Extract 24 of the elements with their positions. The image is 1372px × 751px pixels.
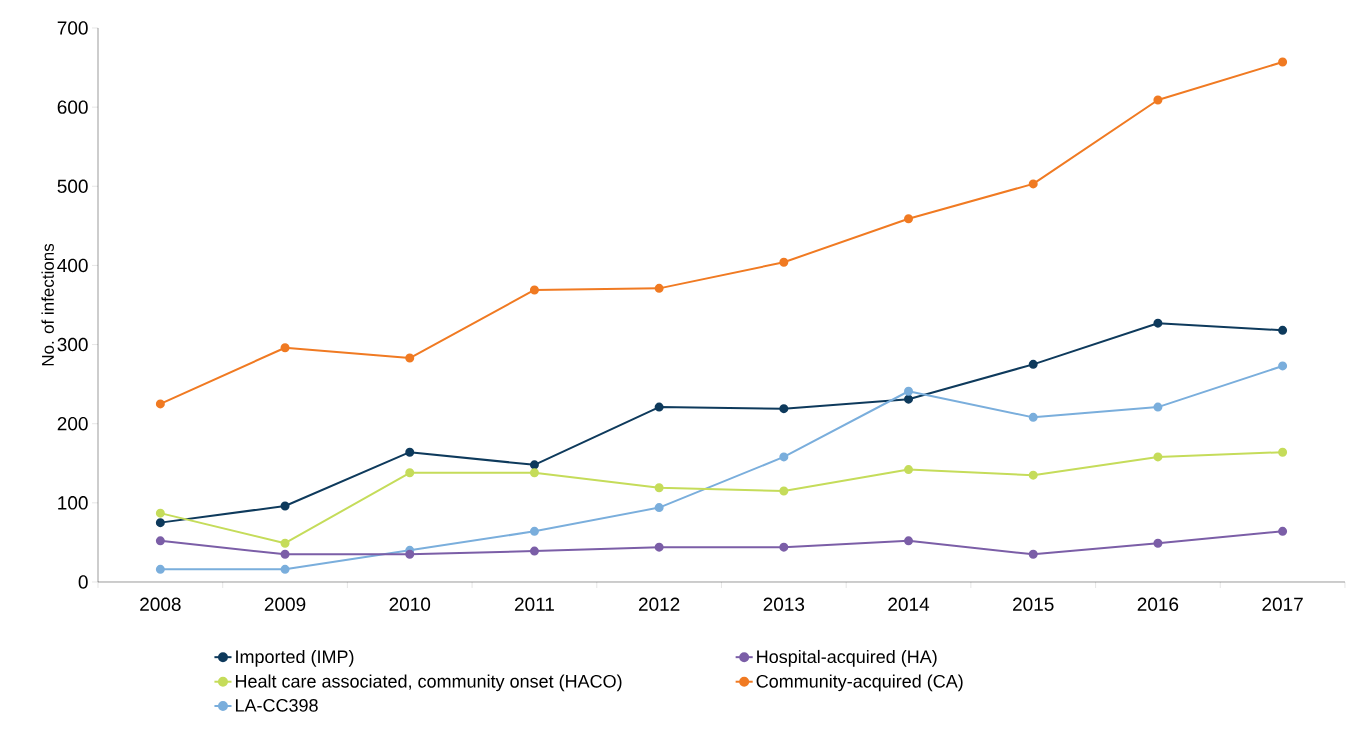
y-axis-title: No. of infections: [41, 243, 54, 366]
legend-label: LA-CC398: [235, 698, 318, 712]
x-tick-label: 2010: [389, 597, 431, 611]
x-tick-label: 2015: [1013, 597, 1054, 611]
x-tick-label: 2014: [888, 597, 930, 611]
x-tick-label: 2016: [1137, 597, 1179, 611]
legend-label: Healt care associated, community onset (HACO): [235, 674, 622, 692]
legend-label: Hospital-acquired (HA): [757, 649, 937, 667]
y-tick-label: 300: [57, 337, 88, 352]
x-tick-label: 2017: [1262, 597, 1303, 611]
y-tick-label: 700: [57, 21, 88, 35]
legend-label: Community-acquired (CA): [756, 674, 963, 692]
x-tick-label: 2012: [638, 597, 680, 611]
x-tick-label: 2013: [763, 597, 805, 611]
y-tick-label: 600: [57, 100, 88, 114]
y-tick-label: 0: [78, 575, 88, 589]
y-tick-label: 500: [57, 179, 88, 193]
x-tick-label: 2008: [140, 597, 181, 611]
x-tick-label: 2011: [514, 597, 554, 611]
x-tick-label: 2009: [264, 597, 306, 611]
y-tick-label: 100: [58, 496, 88, 510]
y-tick-label: 200: [57, 416, 88, 431]
legend-label: Imported (IMP): [236, 649, 354, 667]
y-tick-label: 400: [57, 258, 88, 273]
